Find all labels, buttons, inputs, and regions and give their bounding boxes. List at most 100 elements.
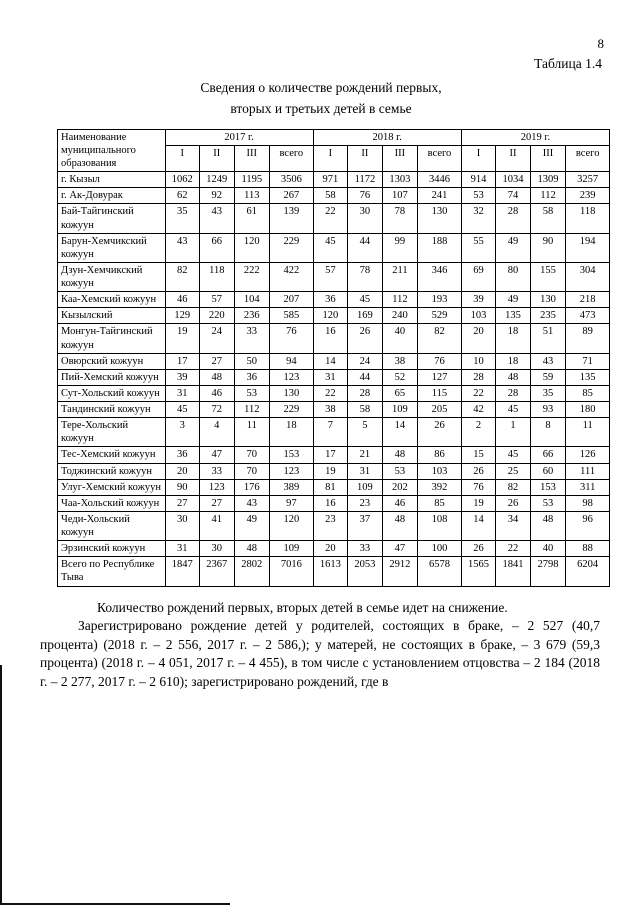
value-cell: 44	[347, 232, 383, 263]
value-cell: 31	[312, 368, 349, 386]
value-cell: 66	[529, 446, 567, 464]
value-cell: 46	[381, 494, 419, 512]
value-cell: 28	[347, 384, 383, 403]
table-title-line2: вторых и третьих детей в семье	[230, 100, 412, 116]
table-row: Тоджинский кожуун 20 33 70 123 19 31 53 103 26 25 6…	[57, 462, 610, 480]
value-cell: 202	[381, 478, 419, 496]
value-cell: 392	[417, 478, 462, 496]
row-municipality-name: Сут-Хольский кожуун	[57, 384, 166, 403]
value-cell: 96	[565, 510, 610, 542]
value-cell: 45	[164, 401, 201, 419]
value-cell: 41	[199, 510, 235, 542]
column-subheader: I	[312, 144, 349, 173]
row-municipality-name: г. Ак-Довурак	[57, 187, 166, 205]
row-municipality-name: г. Кызыл	[57, 171, 166, 189]
value-cell: 50	[233, 352, 271, 370]
table-row: Тес-Хемский кожуун 36 47 70 153 17 21 48 86 15 45 6…	[57, 446, 610, 464]
value-cell: 43	[529, 352, 567, 370]
value-cell: 130	[529, 291, 567, 309]
value-cell: 239	[565, 187, 610, 205]
value-cell: 26	[347, 323, 383, 354]
table-row: Пий-Хемский кожуун 39 48 36 123 31 44 52 127 28 48…	[57, 368, 610, 386]
table-row: Монгун-Тайгинский кожуун 19 24 33 76 16 26 40 82…	[57, 323, 610, 354]
value-cell: 2798	[529, 556, 567, 587]
row-municipality-name: Бай-Тайгинский кожуун	[57, 203, 166, 234]
value-cell: 135	[495, 307, 531, 325]
value-cell: 48	[381, 510, 419, 542]
value-cell: 100	[417, 540, 462, 558]
value-cell: 43	[233, 494, 271, 512]
value-cell: 23	[312, 510, 349, 542]
value-cell: 153	[529, 478, 567, 496]
value-cell: 31	[164, 540, 201, 558]
value-cell: 98	[565, 494, 610, 512]
value-cell: 473	[565, 307, 610, 325]
value-cell: 1565	[460, 556, 497, 587]
table-row: г. Ак-Довурак 62 92 113 267 58 76 107 241 53 74 112…	[57, 187, 610, 205]
value-cell: 48	[495, 368, 531, 386]
value-cell: 236	[233, 307, 271, 325]
value-cell: 71	[565, 352, 610, 370]
row-municipality-name: Тоджинский кожуун	[57, 462, 166, 480]
value-cell: 211	[381, 261, 419, 293]
value-cell: 23	[347, 494, 383, 512]
value-cell: 76	[417, 352, 462, 370]
value-cell: 76	[347, 187, 383, 205]
value-cell: 6204	[565, 556, 610, 587]
column-subheader: I	[460, 144, 497, 173]
table-title-line1: Сведения о количестве рождений первых,	[200, 80, 442, 95]
value-cell: 6578	[417, 556, 462, 587]
value-cell: 82	[164, 261, 201, 293]
value-cell: 155	[529, 261, 567, 293]
value-cell: 48	[199, 368, 235, 386]
row-municipality-name: Тере-Хольский кожуун	[57, 417, 166, 448]
value-cell: 31	[347, 462, 383, 480]
value-cell: 113	[233, 187, 271, 205]
value-cell: 107	[381, 187, 419, 205]
value-cell: 123	[269, 462, 314, 480]
value-cell: 61	[233, 203, 271, 234]
value-cell: 1195	[233, 171, 271, 189]
row-municipality-name: Улуг-Хемский кожуун	[57, 478, 166, 496]
value-cell: 82	[417, 323, 462, 354]
value-cell: 90	[164, 478, 201, 496]
value-cell: 14	[460, 510, 497, 542]
value-cell: 108	[417, 510, 462, 542]
value-cell: 43	[199, 203, 235, 234]
value-cell: 26	[495, 494, 531, 512]
value-cell: 28	[495, 384, 531, 403]
value-cell: 103	[417, 462, 462, 480]
value-cell: 118	[199, 261, 235, 293]
value-cell: 53	[529, 494, 567, 512]
row-municipality-name: Барун-Хемчикский кожуун	[57, 232, 166, 263]
value-cell: 123	[199, 478, 235, 496]
table-row: Овюрский кожуун 17 27 50 94 14 24 38 76 10 18 43 71	[57, 352, 610, 370]
value-cell: 18	[495, 352, 531, 370]
value-cell: 346	[417, 261, 462, 293]
value-cell: 20	[164, 462, 201, 480]
row-municipality-name: Дзун-Хемчикский кожуун	[57, 261, 166, 293]
value-cell: 1172	[347, 171, 383, 189]
value-cell: 2053	[347, 556, 383, 587]
value-cell: 45	[495, 446, 531, 464]
value-cell: 81	[312, 478, 349, 496]
value-cell: 35	[164, 203, 201, 234]
value-cell: 205	[417, 401, 462, 419]
row-municipality-name: Чаа-Хольский кожуун	[57, 494, 166, 512]
value-cell: 20	[312, 540, 349, 558]
value-cell: 529	[417, 307, 462, 325]
value-cell: 49	[495, 232, 531, 263]
scan-artifact-bottom-edge	[0, 903, 230, 905]
value-cell: 22	[460, 384, 497, 403]
value-cell: 112	[529, 187, 567, 205]
value-cell: 267	[269, 187, 314, 205]
table-body: г. Кызыл 1062 1249 1195 3506 971 1172 1303 3446 9…	[57, 171, 610, 587]
table-row: Барун-Хемчикский кожуун 43 66 120 229 45 44 99 1…	[57, 232, 610, 263]
row-municipality-name: Овюрский кожуун	[57, 352, 166, 370]
value-cell: 58	[529, 203, 567, 234]
value-cell: 585	[269, 307, 314, 325]
value-cell: 176	[233, 478, 271, 496]
value-cell: 1034	[495, 171, 531, 189]
value-cell: 69	[460, 261, 497, 293]
value-cell: 72	[199, 401, 235, 419]
